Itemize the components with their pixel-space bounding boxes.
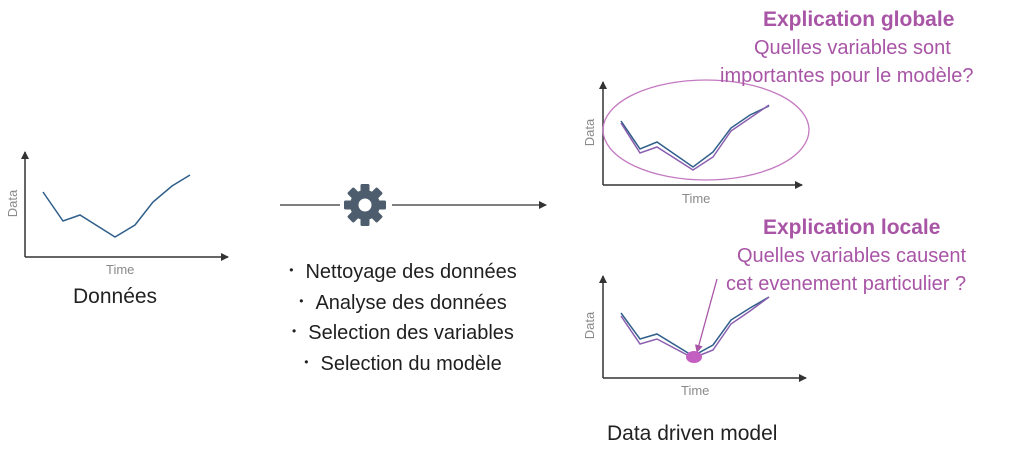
global-explanation-line2: importantes pour le modèle? — [720, 65, 974, 87]
model-caption: Data driven model — [607, 422, 778, 445]
local-chart-series-actual — [620, 296, 770, 357]
left-chart-ylabel: Data — [5, 189, 21, 218]
left-chart-caption: Données — [73, 285, 158, 308]
local-pointer-arrow — [694, 278, 718, 353]
global-explanation-line1: Quelles variables sont — [754, 37, 951, 59]
global-chart-series-actual — [620, 105, 770, 168]
global-chart-series-model — [620, 104, 770, 171]
pipeline-steps: Nettoyage des données Analyse des donnée… — [262, 258, 544, 380]
pipeline-step: Selection des variables — [262, 319, 544, 350]
global-explanation-title: Explication globale — [763, 8, 955, 31]
local-explanation-line2: cet evenement particulier ? — [726, 273, 967, 295]
left-chart-series — [42, 174, 191, 238]
local-explanation-line1: Quelles variables causent — [737, 245, 967, 267]
pipeline-step: Selection du modèle — [262, 350, 544, 381]
left-chart-axes — [21, 151, 229, 261]
local-chart-series-model — [620, 296, 770, 359]
pipeline-step: Analyse des données — [262, 289, 544, 320]
local-event-marker — [686, 351, 702, 363]
local-explanation-title: Explication locale — [763, 216, 941, 239]
global-chart-axes — [599, 81, 803, 189]
global-highlight-ellipse — [602, 79, 810, 181]
left-chart-xlabel: Time — [106, 262, 135, 277]
global-chart-ylabel: Data — [582, 118, 598, 147]
local-chart-ylabel: Data — [582, 311, 598, 340]
pipeline-step: Nettoyage des données — [262, 258, 544, 289]
local-chart-xlabel: Time — [681, 383, 710, 398]
global-chart-xlabel: Time — [682, 191, 711, 206]
local-chart-axes — [599, 275, 807, 382]
gear-icon — [344, 184, 386, 226]
